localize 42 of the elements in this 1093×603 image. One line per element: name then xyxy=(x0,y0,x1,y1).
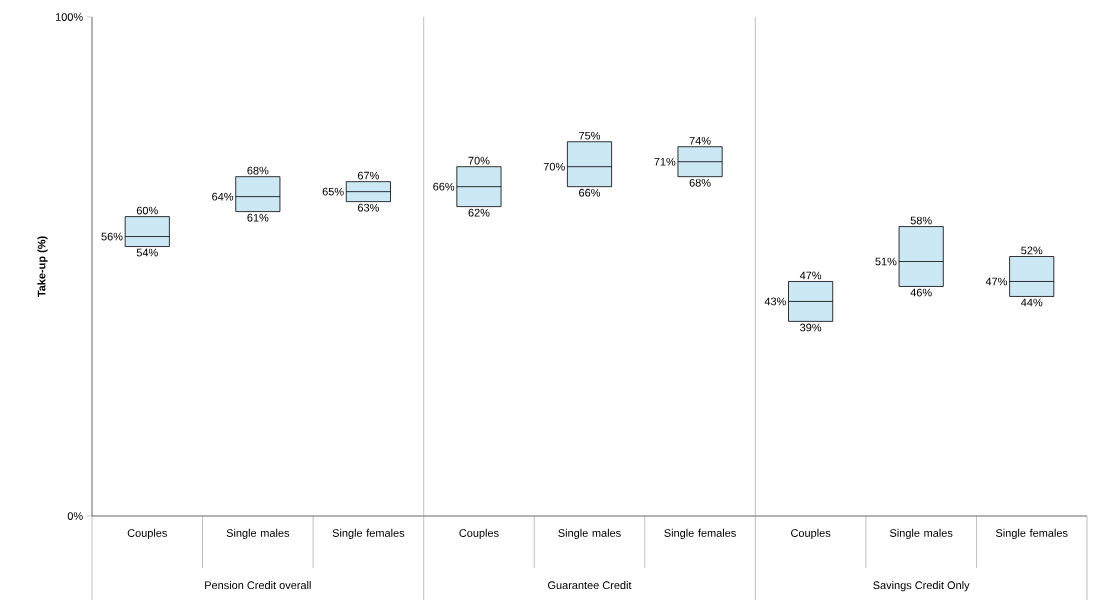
x-tick-label: Single males xyxy=(558,528,621,540)
text: 43% xyxy=(764,297,786,306)
y-tick-label: 0% xyxy=(67,512,83,520)
y-axis-title: Take-up (%) xyxy=(37,236,48,298)
text: 56% xyxy=(101,232,123,241)
text: 51% xyxy=(875,257,897,266)
text: 64% xyxy=(212,192,234,201)
text: 52% xyxy=(1021,246,1043,255)
text: 47% xyxy=(985,277,1008,286)
text: 61% xyxy=(247,213,269,222)
text: 70% xyxy=(468,156,490,165)
text: Pension Credit overall xyxy=(205,581,311,590)
text: Savings Credit Only xyxy=(873,581,970,592)
x-tick-label: Single males xyxy=(890,528,953,540)
text: 60% xyxy=(136,206,158,215)
text: 70% xyxy=(543,162,565,171)
x-tick-label: Couples xyxy=(459,528,499,540)
text: 67% xyxy=(357,171,379,180)
text: 39% xyxy=(800,323,822,332)
x-tick-label: Couples xyxy=(127,528,167,540)
text: 65% xyxy=(322,187,344,196)
text: Guarantee Credit xyxy=(548,581,632,590)
x-tick-label: Single females xyxy=(664,528,736,540)
text: 71% xyxy=(654,157,676,166)
text: 54% xyxy=(136,248,158,257)
text: 58% xyxy=(910,216,932,225)
x-tick-label: Single females xyxy=(995,528,1068,540)
text: 44% xyxy=(1021,298,1043,307)
x-tick-label: Single females xyxy=(332,528,405,540)
text: 75% xyxy=(579,131,601,140)
y-tick-label: 100% xyxy=(55,13,83,21)
text: 47% xyxy=(799,271,822,280)
text: 66% xyxy=(579,188,601,197)
x-tick-label: Single males xyxy=(226,528,290,540)
text: 68% xyxy=(247,166,269,175)
text: 46% xyxy=(910,288,932,297)
text: 62% xyxy=(468,208,490,217)
text: 66% xyxy=(433,182,455,191)
text: 63% xyxy=(357,203,379,212)
text: 68% xyxy=(689,178,711,187)
x-tick-label: Couples xyxy=(791,528,831,540)
text: 74% xyxy=(689,136,711,145)
